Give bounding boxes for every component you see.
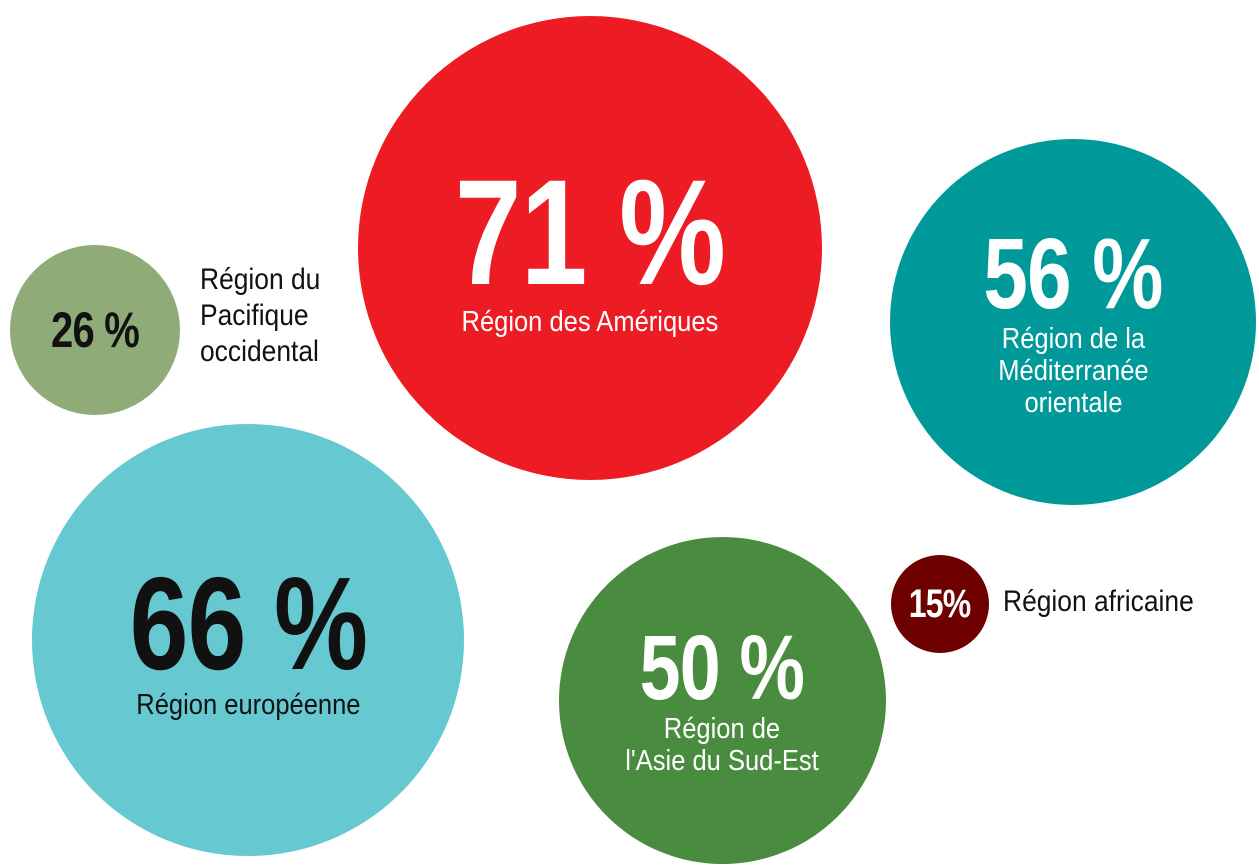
value-label: 15%: [909, 581, 971, 626]
value-label: 71 %: [454, 148, 726, 317]
bubble: 50 % Région de l'Asie du Sud-Est: [558, 536, 886, 864]
region-label: Région de la Méditerranée orientale: [997, 323, 1149, 419]
region-label: Région des Amériques: [461, 306, 719, 339]
value-label: 50 %: [639, 617, 805, 720]
bubble: 66 % Région européenne: [32, 424, 464, 856]
bubble: 56 % Région de la Méditerranée orientale: [889, 138, 1257, 506]
value-label: 26 %: [50, 301, 140, 358]
region-label: Région du Pacifique occidental: [200, 263, 321, 368]
region-label: Région africaine: [1003, 585, 1194, 618]
region-label: Région de l'Asie du Sud-Est: [625, 713, 819, 777]
bubble: 15%: [890, 554, 990, 654]
bubble: 26 %: [9, 244, 180, 415]
value-label: 66 %: [129, 550, 367, 698]
value-label: 56 %: [983, 218, 1163, 331]
region-label: Région européenne: [135, 689, 361, 722]
bubble: 71 % Région des Amériques: [357, 15, 823, 481]
